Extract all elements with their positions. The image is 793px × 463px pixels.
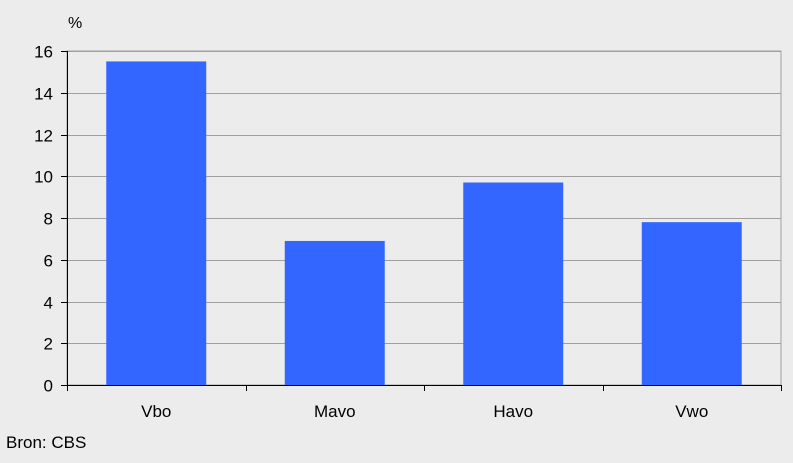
bars [106,61,742,385]
y-tick-label: 10 [34,168,53,187]
x-tick-label: Havo [493,402,533,421]
y-tick-label: 4 [44,294,53,313]
axes: 0 2 4 6 8 10 12 14 16 Vbo Mavo Havo Vwo [34,43,782,421]
y-tick-label: 12 [34,127,53,146]
x-tick-label: Vwo [675,402,708,421]
y-axis-label: % [68,15,82,32]
bar-vbo [106,61,207,385]
y-tick-label: 2 [44,335,53,354]
y-tick-label: 14 [34,85,53,104]
bar-vwo [641,222,742,385]
y-tick-label: 6 [44,252,53,271]
bar-havo [463,182,564,385]
x-tick-label: Vbo [141,402,171,421]
bar-mavo [284,240,385,385]
y-tick-label: 8 [44,210,53,229]
y-tick-label: 16 [34,43,53,62]
source-note: Bron: CBS [6,433,87,452]
x-tick-label: Mavo [314,402,356,421]
y-tick-label: 0 [44,377,53,396]
